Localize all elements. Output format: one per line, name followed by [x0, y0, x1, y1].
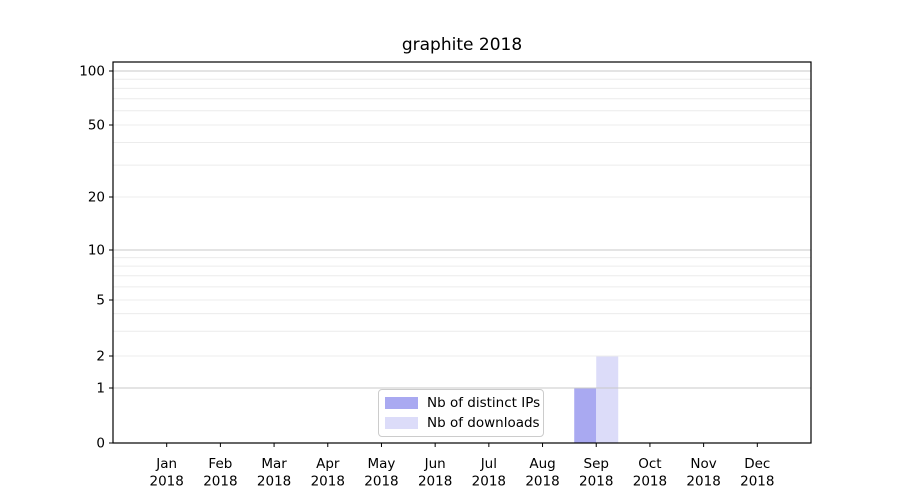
x-tick-label: May 2018 — [364, 456, 398, 490]
x-axis-ticks: Jan 2018 Feb 2018 Mar 2018 Apr 2018 May 2018 Jun 20… — [150, 443, 774, 490]
legend-label: Nb of downloads — [427, 415, 540, 431]
legend-item: Nb of downloads — [385, 415, 540, 431]
y-tick-label: 10 — [88, 243, 105, 259]
x-tick-label: Oct 2018 — [633, 456, 667, 490]
x-tick-label: Dec 2018 — [740, 456, 774, 490]
y-tick-label: 100 — [79, 64, 105, 80]
y-tick-label: 1 — [96, 381, 105, 397]
bars — [574, 356, 619, 443]
bar-downloads — [596, 356, 619, 443]
x-tick-label: Jun 2018 — [418, 456, 452, 490]
x-tick-label: Aug 2018 — [525, 456, 559, 490]
legend-label: Nb of distinct IPs — [427, 395, 541, 411]
bar-distinct-ips — [574, 388, 597, 443]
x-tick-label: Jul 2018 — [472, 456, 506, 490]
x-tick-label: Nov 2018 — [686, 456, 720, 490]
y-tick-label: 20 — [88, 190, 105, 206]
x-tick-label: Feb 2018 — [203, 456, 237, 490]
y-tick-label: 5 — [96, 293, 105, 309]
distinct-ips-swatch — [385, 397, 418, 409]
x-tick-label: Sep 2018 — [579, 456, 613, 490]
y-axis-ticks: 0 1 2 5 10 20 50 100 — [79, 64, 113, 452]
x-tick-label: Mar 2018 — [257, 456, 291, 490]
chart-title: graphite 2018 — [401, 35, 523, 55]
legend: Nb of distinct IPs Nb of downloads — [378, 389, 544, 437]
y-tick-label: 50 — [88, 118, 105, 134]
x-tick-label: Jan 2018 — [150, 456, 184, 490]
y-tick-label: 0 — [96, 436, 105, 452]
x-tick-label: Apr 2018 — [311, 456, 345, 490]
gridlines — [113, 70, 811, 389]
plot-frame — [112, 61, 812, 444]
y-tick-label: 2 — [96, 349, 105, 365]
legend-item: Nb of distinct IPs — [385, 395, 540, 411]
downloads-swatch — [385, 417, 418, 429]
